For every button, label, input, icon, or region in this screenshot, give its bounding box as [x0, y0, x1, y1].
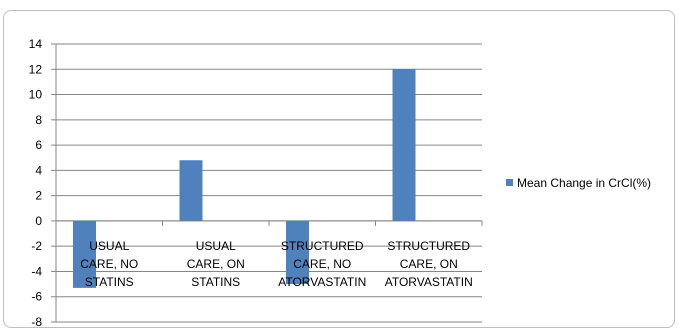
x-category-label: CARE, ON [187, 257, 245, 271]
x-category-label: STATINS [191, 275, 240, 289]
bar [286, 220, 309, 285]
x-category-label: STRUCTURED [387, 239, 470, 253]
chart-frame [3, 10, 675, 328]
y-tick-label: 14 [29, 37, 43, 51]
y-tick-label: 4 [35, 163, 42, 177]
bar [392, 69, 416, 221]
y-tick-label: 2 [35, 189, 42, 203]
y-tick-label: 0 [35, 214, 42, 228]
y-tick-label: -2 [31, 239, 42, 253]
bar [73, 220, 96, 288]
x-category-label: USUAL [196, 239, 236, 253]
x-category-label: CARE, NO [80, 257, 138, 271]
x-category-label: STRUCTURED [281, 239, 364, 253]
y-tick-label: -8 [31, 315, 42, 329]
y-tick-label: 6 [35, 138, 42, 152]
x-category-label: CARE, ON [400, 257, 458, 271]
y-tick-label: -4 [31, 264, 42, 278]
y-tick-label: 12 [29, 62, 43, 76]
x-category-label: CARE, NO [293, 257, 351, 271]
x-category-label: ATORVASTATIN [278, 275, 366, 289]
x-category-label: STATINS [85, 275, 134, 289]
x-category-label: USUAL [89, 239, 129, 253]
x-category-label: ATORVASTATIN [385, 275, 473, 289]
y-tick-label: -6 [31, 290, 42, 304]
y-tick-label: 10 [29, 88, 43, 102]
y-tick-label: 8 [35, 113, 42, 127]
legend-swatch [506, 179, 513, 186]
legend-label: Mean Change in CrCl(%) [517, 176, 651, 190]
bar [179, 160, 203, 221]
